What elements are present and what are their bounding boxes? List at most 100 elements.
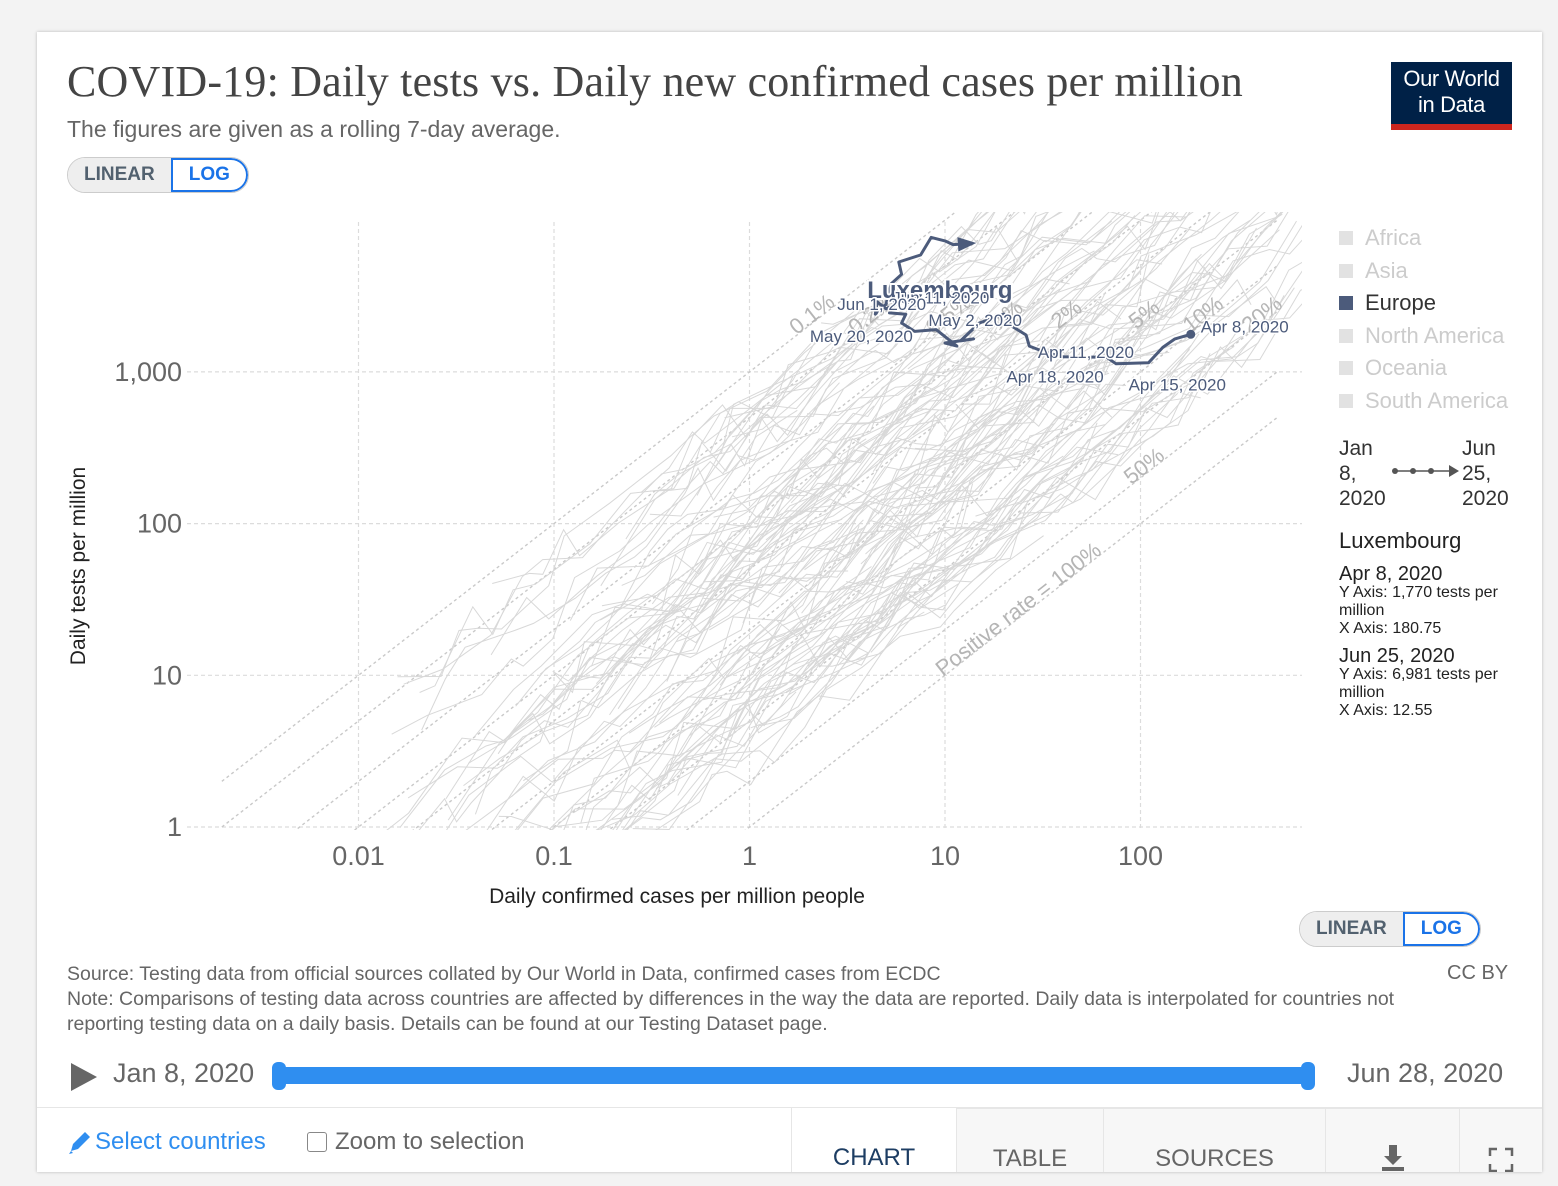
zoom-to-selection[interactable]: Zoom to selection [307,1128,524,1156]
timeline-start-handle[interactable] [272,1062,286,1090]
background-line [651,308,1030,605]
scatter-chart: 0.1% 0.2% 0.5% 1% 2% 5% 10% 20%50%Positive rate… [67,212,1302,908]
background-line [527,460,851,721]
y-axis-ticks: 1 10 100 1,000 [114,357,182,842]
tab-download[interactable] [1325,1108,1459,1172]
background-line [914,212,1278,453]
background-line [573,483,974,814]
background-line [407,477,858,799]
date-label: Apr 18, 2020 [1006,368,1103,387]
timeline-legend-start: Jan 8, 2020 [1339,437,1386,510]
y-tick-label: 100 [137,509,182,539]
background-line [552,409,939,682]
sources-note: Source: Testing data from official sourc… [67,962,1447,1037]
background-line [467,407,927,764]
y-axis-scale-toggle: LINEAR LOG [67,157,249,193]
background-line [742,347,1084,624]
background-line [709,271,1213,631]
background-line [807,287,1295,667]
background-line [649,212,1037,492]
x-linear-button[interactable]: LINEAR [1300,912,1403,946]
background-line [915,212,1284,489]
background-line [736,262,1225,655]
background-line [649,212,1063,517]
y-tick-label: 10 [152,660,182,690]
background-line [853,313,1275,662]
x-axis-ticks: 0.01 0.1 1 10 100 [332,841,1163,871]
tab-fullscreen[interactable] [1459,1108,1542,1172]
background-line [666,291,1107,682]
background-line [550,614,821,830]
info-end-date: Jun 25, 2020 [1339,645,1455,667]
background-line [973,212,1194,390]
legend-label: North America [1365,322,1505,348]
luxembourg-series[interactable]: Luxembourg Apr 8, 2020 Apr 15, 2020 Apr 18,… [808,235,1290,396]
legend-item-south-america[interactable]: South America [1339,385,1529,418]
legend-item-north-america[interactable]: North America [1339,320,1529,353]
background-line [787,317,1247,696]
timeline-start-date: Jan 8, 2020 [113,1058,255,1088]
y-axis-label: Daily tests per million [67,467,90,665]
tab-table[interactable]: TABLE [956,1108,1103,1172]
y-linear-button[interactable]: LINEAR [68,158,171,192]
background-line [689,348,1191,737]
tab-chart[interactable]: CHART [791,1108,956,1172]
y-log-button[interactable]: LOG [170,158,248,192]
date-label: Apr 8, 2020 [1201,317,1289,336]
positive-rate-line [490,219,1278,830]
background-line [569,254,1024,621]
pencil-icon [69,1132,90,1154]
hover-info-panel: Luxembourg Apr 8, 2020 Y Axis: 1,770 tes… [1339,528,1529,728]
positive-rate-line [685,371,1278,830]
background-line [514,566,872,830]
select-countries-button[interactable]: Select countries [67,1128,266,1156]
positive-rate-label: Positive rate = 100% [931,537,1106,681]
background-line [860,227,1257,565]
info-end-x: X Axis: 12.55 [1339,702,1433,719]
background-line [831,212,1082,374]
background-line [418,566,745,830]
tab-sources[interactable]: SOURCES [1103,1108,1325,1172]
timeline-end-handle[interactable] [1301,1062,1315,1090]
timeline-arrow-icon [1392,465,1459,477]
play-icon[interactable] [69,1061,99,1093]
x-tick-label: 0.1 [535,841,573,871]
select-countries-label: Select countries [95,1128,266,1155]
license-link[interactable]: CC BY [1447,962,1509,984]
background-line [806,253,1202,587]
logo-line-2: in Data [1418,92,1485,117]
legend-item-asia[interactable]: Asia [1339,255,1529,288]
legend-item-oceania[interactable]: Oceania [1339,352,1529,385]
background-line [726,382,1192,739]
date-label: May 2, 2020 [928,311,1022,330]
source-text[interactable]: Source: Testing data from official sourc… [67,963,941,985]
chart-subtitle: The figures are given as a rolling 7-day… [67,116,561,142]
date-label: Apr 15, 2020 [1129,376,1226,395]
owid-logo[interactable]: Our World in Data [1391,62,1512,130]
background-line [625,212,996,540]
background-line [730,390,1113,698]
background-line [601,316,1017,607]
info-start-x: X Axis: 180.75 [1339,620,1442,637]
background-line [765,212,1188,541]
background-line [818,353,1211,700]
luxembourg-line [873,235,1192,366]
date-label: Apr 11, 2020 [1038,343,1134,362]
x-tick-label: 100 [1118,841,1163,871]
positive-rate-line [744,417,1278,830]
background-line [659,345,1192,724]
legend-item-africa[interactable]: Africa [1339,222,1529,255]
timeline-slider[interactable] [272,1062,1315,1090]
background-line [516,465,982,830]
legend-item-europe[interactable]: Europe [1339,287,1529,320]
x-log-button[interactable]: LOG [1402,912,1480,946]
zoom-checkbox[interactable] [307,1132,327,1152]
background-line [397,333,821,678]
background-line [837,345,1235,667]
background-line [642,250,1095,570]
y-tick-label: 1,000 [114,357,182,387]
background-line [894,261,1302,608]
legend-label: Europe [1365,290,1436,316]
background-line [595,572,911,830]
legend-label: Oceania [1365,355,1447,381]
